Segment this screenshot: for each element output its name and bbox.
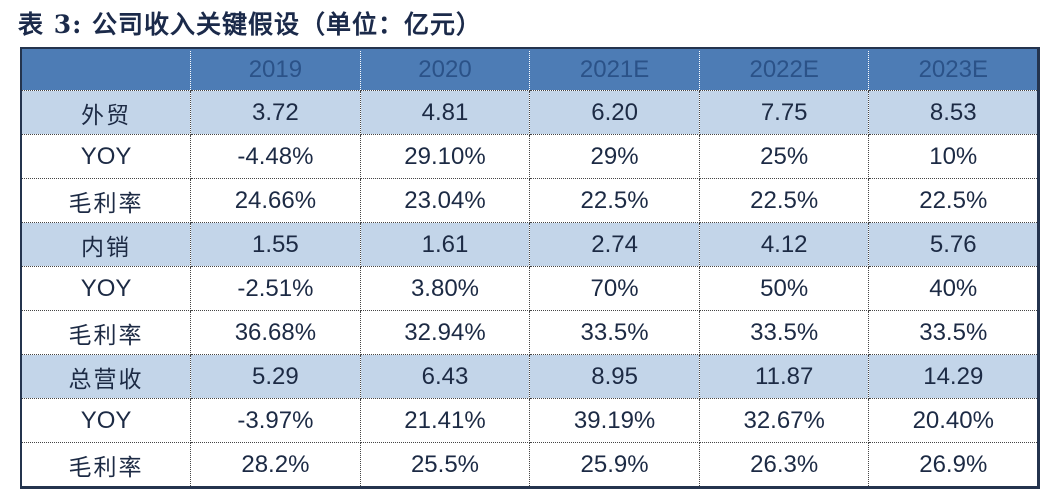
- table-row: YOY -3.97% 21.41% 39.19% 32.67% 20.40%: [20, 398, 1040, 443]
- value-cell: 29%: [529, 134, 700, 179]
- value-cell: 28.2%: [190, 442, 361, 488]
- table-row: 毛利率 36.68% 32.94% 33.5% 33.5% 33.5%: [20, 310, 1040, 355]
- value-cell: 6.20: [529, 90, 700, 135]
- value-cell: 3.80%: [359, 266, 531, 311]
- table-row: 外贸 3.72 4.81 6.20 7.75 8.53: [20, 90, 1040, 135]
- table-body: 外贸 3.72 4.81 6.20 7.75 8.53 YOY -4.48% 29.10% 29%…: [20, 90, 1040, 488]
- year-header-cell: 2023E: [868, 47, 1040, 91]
- value-cell: 70%: [529, 266, 700, 311]
- table-row: YOY -4.48% 29.10% 29% 25% 10%: [20, 134, 1040, 179]
- row-label-cell: 毛利率: [20, 310, 192, 355]
- value-cell: 25%: [698, 134, 870, 179]
- year-header-cell: 2021E: [529, 47, 700, 91]
- value-cell: 39.19%: [529, 398, 700, 443]
- year-header-cell: 2020: [359, 47, 531, 91]
- table-row: 内销 1.55 1.61 2.74 4.12 5.76: [20, 222, 1040, 267]
- header-row: 2019 2020 2021E 2022E 2023E: [20, 47, 1040, 91]
- row-label-cell: YOY: [20, 134, 192, 179]
- value-cell: 20.40%: [868, 398, 1040, 443]
- value-cell: 36.68%: [190, 310, 361, 355]
- value-cell: 22.5%: [529, 178, 700, 223]
- value-cell: 26.3%: [698, 442, 870, 488]
- value-cell: -3.97%: [190, 398, 361, 443]
- row-label-cell: 毛利率: [20, 442, 192, 488]
- value-cell: 8.53: [868, 90, 1040, 135]
- value-cell: 4.81: [359, 90, 531, 135]
- value-cell: 24.66%: [190, 178, 361, 223]
- row-label-cell: 毛利率: [20, 178, 192, 223]
- value-cell: 29.10%: [359, 134, 531, 179]
- value-cell: 10%: [868, 134, 1040, 179]
- value-cell: 40%: [868, 266, 1040, 311]
- value-cell: 22.5%: [868, 178, 1040, 223]
- value-cell: 50%: [698, 266, 870, 311]
- year-header-cell: 2019: [190, 47, 361, 91]
- value-cell: 25.5%: [359, 442, 531, 488]
- revenue-assumptions-table: 2019 2020 2021E 2022E 2023E 外贸 3.72 4.81 6.20 7.…: [20, 47, 1041, 489]
- row-label-cell: YOY: [20, 398, 192, 443]
- value-cell: 3.72: [190, 90, 361, 135]
- value-cell: 33.5%: [529, 310, 700, 355]
- value-cell: 14.29: [868, 354, 1040, 399]
- value-cell: 8.95: [529, 354, 700, 399]
- value-cell: 5.29: [190, 354, 361, 399]
- value-cell: 22.5%: [698, 178, 870, 223]
- row-label-cell: YOY: [20, 266, 192, 311]
- row-label-cell: 外贸: [20, 90, 192, 135]
- value-cell: 26.9%: [868, 442, 1040, 488]
- value-cell: -4.48%: [190, 134, 361, 179]
- row-label-cell: 内销: [20, 222, 192, 267]
- value-cell: 7.75: [698, 90, 870, 135]
- value-cell: 32.67%: [698, 398, 870, 443]
- table-row: YOY -2.51% 3.80% 70% 50% 40%: [20, 266, 1040, 311]
- value-cell: 21.41%: [359, 398, 531, 443]
- value-cell: 25.9%: [529, 442, 700, 488]
- corner-header-cell: [20, 47, 192, 91]
- table-row: 总营收 5.29 6.43 8.95 11.87 14.29: [20, 354, 1040, 399]
- value-cell: 32.94%: [359, 310, 531, 355]
- value-cell: 33.5%: [868, 310, 1040, 355]
- value-cell: 23.04%: [359, 178, 531, 223]
- table-row: 毛利率 28.2% 25.5% 25.9% 26.3% 26.9%: [20, 442, 1040, 488]
- value-cell: -2.51%: [190, 266, 361, 311]
- year-header-cell: 2022E: [698, 47, 870, 91]
- value-cell: 4.12: [698, 222, 870, 267]
- value-cell: 6.43: [359, 354, 531, 399]
- value-cell: 2.74: [529, 222, 700, 267]
- value-cell: 1.55: [190, 222, 361, 267]
- value-cell: 5.76: [868, 222, 1040, 267]
- row-label-cell: 总营收: [20, 354, 192, 399]
- table-row: 毛利率 24.66% 23.04% 22.5% 22.5% 22.5%: [20, 178, 1040, 223]
- value-cell: 11.87: [698, 354, 870, 399]
- value-cell: 33.5%: [698, 310, 870, 355]
- table-title: 表 3: 公司收入关键假设（单位：亿元）: [18, 10, 483, 39]
- value-cell: 1.61: [359, 222, 531, 267]
- table-header: 2019 2020 2021E 2022E 2023E: [20, 47, 1040, 91]
